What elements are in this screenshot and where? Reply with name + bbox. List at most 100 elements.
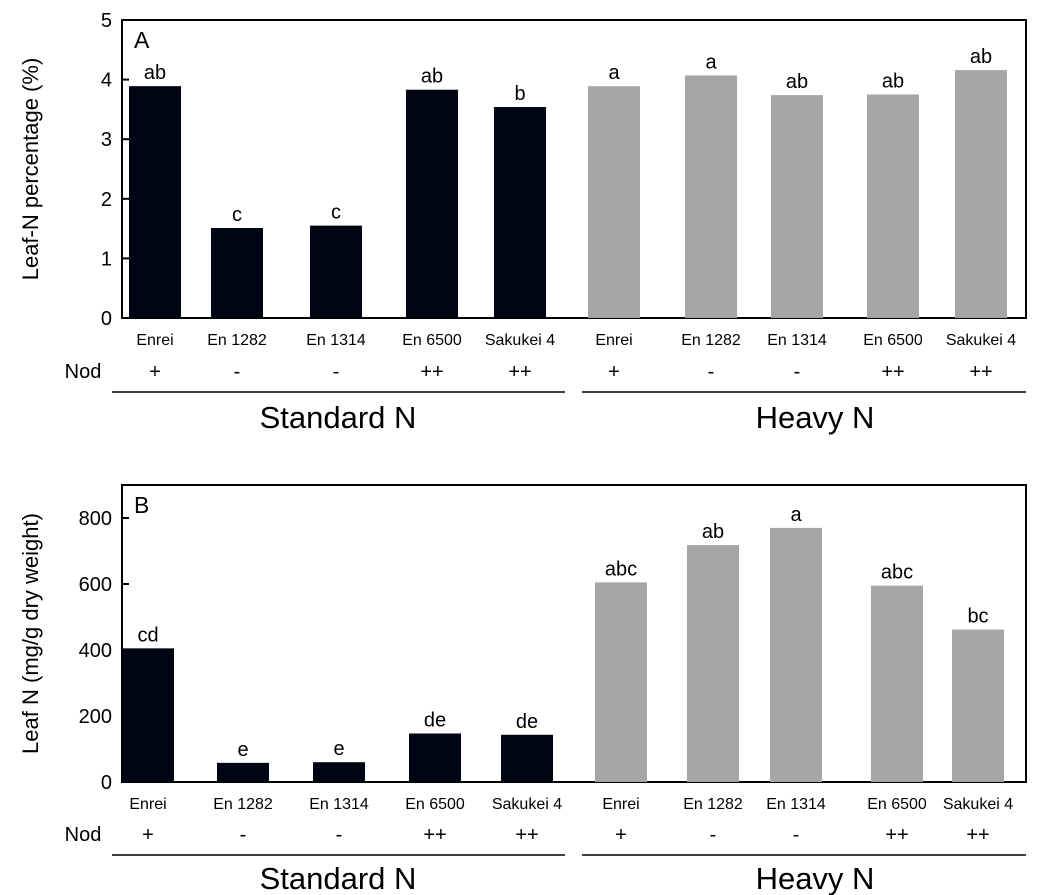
significance-label: cd — [137, 624, 158, 646]
y-tick-label: 4 — [101, 70, 112, 92]
nodulation-value: ++ — [969, 361, 992, 383]
x-tick-label: En 1282 — [207, 332, 267, 349]
x-tick-label: En 1314 — [766, 796, 826, 813]
chart-panel-B: 0 200 400 600 800 Leaf N (mg/g dry weight) Bcd… — [18, 484, 1027, 895]
y-tick-label: 200 — [79, 706, 112, 728]
significance-label: e — [333, 738, 344, 760]
nodulation-value: - — [333, 361, 340, 383]
x-tick-label: Enrei — [602, 796, 639, 813]
group-label: Standard N — [260, 861, 417, 895]
nodulation-value: - — [234, 361, 241, 383]
y-axis-label: Leaf-N percentage (%) — [18, 58, 43, 281]
x-tick-label: En 1282 — [213, 796, 273, 813]
nodulation-value: ++ — [515, 824, 538, 846]
bar — [310, 225, 362, 318]
x-tick-label: Sakukei 4 — [485, 332, 555, 349]
nodulation-value: ++ — [508, 361, 531, 383]
bar — [952, 629, 1004, 782]
bar — [217, 762, 269, 782]
bar — [685, 75, 737, 318]
x-tick-label: En 6500 — [863, 332, 923, 349]
significance-label: ab — [702, 521, 724, 543]
bar — [129, 86, 181, 318]
panel-label: B — [134, 492, 149, 518]
bar — [409, 733, 461, 782]
group-label: Standard N — [260, 400, 417, 435]
nodulation-value: + — [615, 824, 627, 846]
y-tick-label: 0 — [101, 772, 112, 794]
nodulation-value: - — [794, 361, 801, 383]
bar — [122, 648, 174, 782]
bar — [406, 89, 458, 319]
bar — [771, 95, 823, 318]
bar — [871, 585, 923, 782]
nodulation-value: ++ — [885, 824, 908, 846]
significance-label: bc — [967, 606, 988, 628]
y-tick-label: 800 — [79, 508, 112, 530]
bar — [955, 70, 1007, 319]
nodulation-value: ++ — [881, 361, 904, 383]
nodulation-row-label: Nod — [65, 361, 102, 383]
plot-frame — [121, 484, 1027, 783]
significance-label: b — [514, 83, 525, 105]
x-tick-label: En 6500 — [867, 796, 927, 813]
significance-label: ab — [144, 62, 166, 84]
significance-label: ab — [421, 66, 443, 88]
y-tick-label: 3 — [101, 129, 112, 151]
x-tick-label: En 6500 — [402, 332, 462, 349]
x-tick-label: Sakukei 4 — [492, 796, 562, 813]
y-tick-label: 600 — [79, 574, 112, 596]
x-tick-label: Enrei — [595, 332, 632, 349]
significance-label: de — [424, 709, 446, 731]
bar — [501, 734, 553, 782]
x-tick-label: En 1282 — [681, 332, 741, 349]
bar — [588, 86, 640, 318]
significance-label: abc — [605, 558, 637, 580]
x-tick-label: En 1314 — [767, 332, 827, 349]
bar — [867, 94, 919, 318]
x-tick-label: Enrei — [129, 796, 166, 813]
nodulation-value: ++ — [966, 824, 989, 846]
significance-label: c — [331, 202, 341, 224]
significance-label: a — [608, 62, 620, 84]
x-tick-label: En 1282 — [683, 796, 743, 813]
nodulation-value: - — [710, 824, 717, 846]
significance-label: e — [237, 739, 248, 761]
nodulation-value: ++ — [423, 824, 446, 846]
bar — [687, 545, 739, 782]
significance-label: abc — [881, 562, 913, 584]
y-tick-label: 2 — [101, 189, 112, 211]
panel-label: A — [134, 27, 150, 53]
y-tick-label: 5 — [101, 10, 112, 32]
bar — [494, 107, 546, 319]
bar — [595, 582, 647, 782]
nodulation-row-label: Nod — [65, 824, 102, 846]
nodulation-value: - — [336, 824, 343, 846]
y-tick-label: 1 — [101, 248, 112, 270]
significance-label: a — [705, 51, 717, 73]
y-tick-label: 400 — [79, 640, 112, 662]
plot-frame — [121, 19, 1027, 319]
y-tick-label: 0 — [101, 308, 112, 330]
nodulation-value: - — [708, 361, 715, 383]
x-tick-label: Sakukei 4 — [946, 332, 1016, 349]
x-tick-label: En 1314 — [309, 796, 369, 813]
nodulation-value: + — [142, 824, 154, 846]
y-axis-label: Leaf N (mg/g dry weight) — [18, 513, 43, 754]
nodulation-value: - — [240, 824, 247, 846]
bar — [211, 228, 263, 318]
significance-label: ab — [786, 71, 808, 93]
group-label: Heavy N — [756, 400, 875, 435]
group-label: Heavy N — [756, 861, 875, 895]
x-tick-label: Enrei — [136, 332, 173, 349]
x-tick-label: En 1314 — [306, 332, 366, 349]
significance-label: a — [790, 504, 802, 526]
significance-label: ab — [882, 71, 904, 93]
x-tick-label: En 6500 — [405, 796, 465, 813]
bar — [770, 527, 822, 782]
nodulation-value: - — [793, 824, 800, 846]
nodulation-value: + — [608, 361, 620, 383]
significance-label: c — [232, 204, 242, 226]
